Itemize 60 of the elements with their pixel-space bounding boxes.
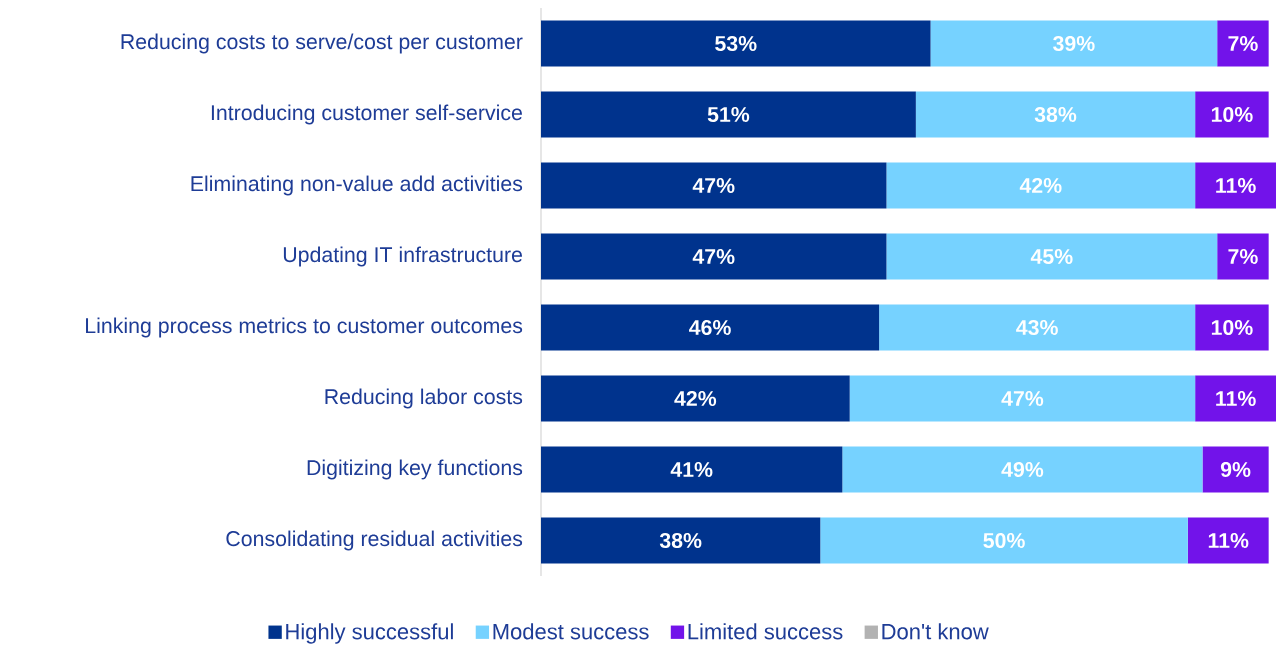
bar	[1195, 91, 1269, 138]
data-label: 11%	[1216, 178, 1256, 194]
bar	[879, 304, 1196, 351]
data-label: 38%	[1034, 107, 1077, 123]
bar	[541, 375, 850, 422]
bar	[842, 446, 1203, 493]
data-label: 43%	[1016, 320, 1058, 336]
bar	[886, 233, 1218, 280]
y-tick-label: Linking process metrics to customer outcomes	[86, 317, 523, 338]
bar	[1195, 375, 1276, 422]
data-label: 38%	[659, 533, 702, 549]
y-tick-label: Updating IT infrastructure	[283, 246, 522, 267]
bar	[541, 517, 821, 564]
data-label: 7%	[1228, 249, 1258, 265]
data-label: 9%	[1220, 462, 1251, 478]
data-label: 41%	[670, 462, 713, 478]
bar	[1202, 446, 1269, 493]
bar	[820, 517, 1188, 564]
bar	[1195, 304, 1269, 351]
y-tick-label: Reducing costs to serve/cost per customer	[121, 33, 523, 54]
bar	[541, 233, 887, 280]
bar	[849, 375, 1196, 422]
y-tick-label: Digitizing key functions	[307, 459, 523, 480]
data-label: 47%	[1001, 391, 1044, 407]
data-label: 11%	[1208, 533, 1249, 549]
bar	[1187, 517, 1269, 564]
legend-label: Highly successful	[286, 623, 453, 644]
bar	[541, 20, 931, 67]
data-label: 45%	[1030, 249, 1073, 265]
legend-label: Don't know	[882, 623, 989, 640]
data-label: 51%	[707, 107, 750, 123]
legend-label: Modest success	[493, 623, 649, 640]
bar	[930, 20, 1218, 67]
data-label: 42%	[1019, 178, 1062, 194]
y-tick-label: Introducing customer self-service	[211, 104, 522, 125]
bar	[541, 162, 887, 209]
data-label: 7%	[1228, 36, 1258, 52]
data-label: 10%	[1211, 107, 1253, 123]
bar	[1217, 233, 1269, 280]
data-label: 50%	[983, 533, 1025, 549]
bar	[1217, 20, 1269, 67]
data-label: 42%	[674, 391, 717, 407]
data-label: 39%	[1053, 36, 1095, 52]
y-tick-label: Eliminating non-value add activities	[191, 175, 523, 196]
legend-label: Limited success	[688, 623, 843, 640]
data-label: 10%	[1211, 320, 1253, 336]
data-label: 11%	[1216, 391, 1256, 407]
data-label: 49%	[1001, 462, 1044, 478]
data-label: 47%	[692, 249, 735, 265]
y-tick-label: Consolidating residual activities	[226, 530, 523, 551]
bar	[541, 446, 843, 493]
bar	[886, 162, 1196, 209]
data-label: 53%	[715, 36, 757, 52]
y-tick-label: Reducing labor costs	[325, 388, 523, 409]
bar	[541, 91, 916, 138]
data-label: 46%	[689, 320, 731, 336]
bar	[1195, 162, 1276, 209]
bar	[915, 91, 1196, 138]
bar	[541, 304, 880, 351]
data-label: 47%	[692, 178, 735, 194]
